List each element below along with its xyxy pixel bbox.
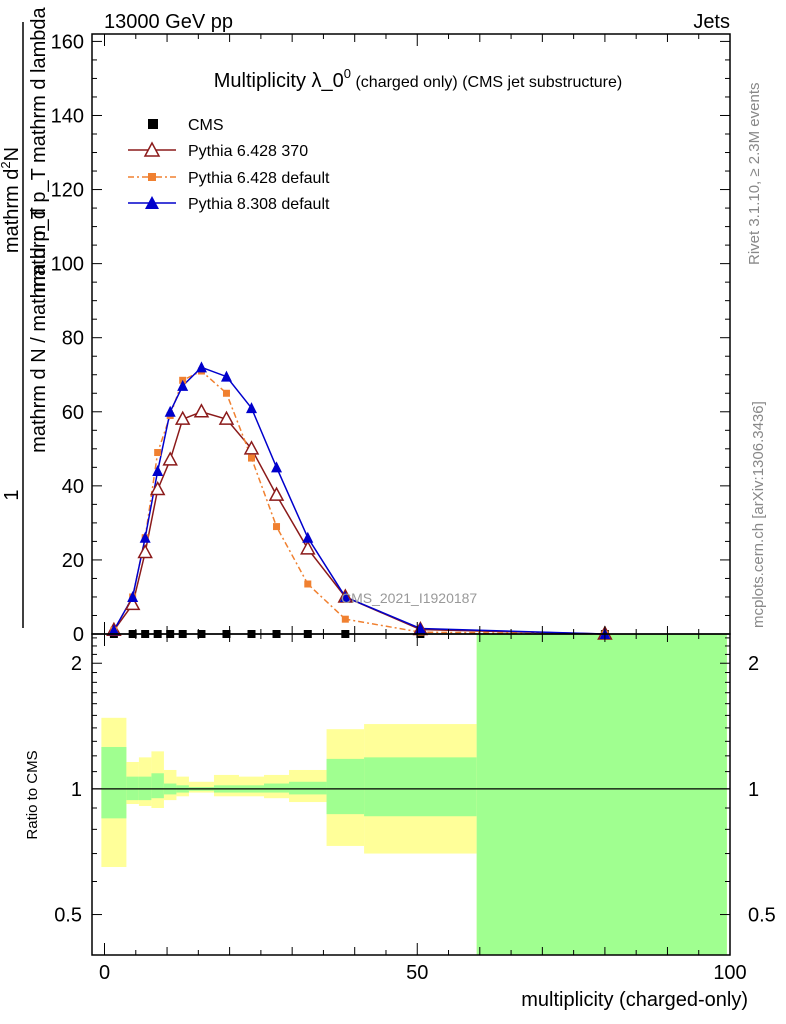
point-pythia-6-428-default-3 <box>154 449 162 457</box>
x-axis-label: multiplicity (charged-only) <box>521 989 748 1011</box>
mcplots-label: mcplots.cern.ch [arXiv:1306.3436] <box>750 401 767 628</box>
header-right: Jets <box>693 11 730 33</box>
analysis-watermark: CMS_2021_I1920187 <box>341 590 477 606</box>
ratio-y-label: Ratio to CMS <box>24 750 41 839</box>
point-pythia-8-308-default-6 <box>195 361 207 373</box>
ratio-band-inner-10 <box>289 781 327 795</box>
ratio-band-inner-11 <box>326 758 365 815</box>
point-pythia-6-428-default-7 <box>222 389 230 397</box>
rivet-version-label: Rivet 3.1.10, ≥ 2.3M events <box>746 83 763 266</box>
y-tick-label-1: 20 <box>62 550 84 572</box>
y-tick-label-4: 80 <box>62 328 84 350</box>
ratio-tick-label-left-1: 1 <box>71 779 82 801</box>
y-label-one: 1 <box>1 489 23 500</box>
ratio-tick-label-right-2: 2 <box>748 653 759 675</box>
point-pythia-8-308-default-1 <box>127 590 139 602</box>
ratio-frame <box>91 633 731 956</box>
ratio-bands <box>92 634 730 955</box>
ratio-tick-label-left-0: 0.5 <box>54 905 82 927</box>
axes-frame <box>91 33 731 956</box>
point-pythia-8-308-default-9 <box>271 461 283 473</box>
point-pythia-8-308-default-2 <box>139 531 151 543</box>
point-pythia-6-428-370-10 <box>300 540 316 555</box>
point-pythia-6-428-370-9 <box>268 486 285 501</box>
header-left: 13000 GeV pp <box>104 11 233 33</box>
point-pythia-8-308-default-3 <box>152 465 164 477</box>
point-pythia-6-428-370-8 <box>243 440 260 455</box>
legend-label-cms: CMS <box>188 117 224 134</box>
y-label-denominator: mathrm d p_T mathrm d lambda <box>28 6 50 292</box>
plot-title-suffix: (charged only) (CMS jet substructure) <box>351 74 622 91</box>
y-tick-label-8: 160 <box>51 31 84 53</box>
point-pythia-6-428-370-5 <box>174 410 191 425</box>
point-pythia-8-308-default-10 <box>302 531 314 543</box>
plot-title: Multiplicity λ_00 (charged only) (CMS je… <box>214 66 622 92</box>
legend-marker-pythia6-default <box>148 173 156 181</box>
point-pythia-8-308-default-11 <box>339 590 351 602</box>
y-label-numerator: mathrm d2N <box>0 147 23 253</box>
legend-label-pythia6-default: Pythia 6.428 default <box>188 170 330 187</box>
ratio-band-inner-12 <box>364 757 477 817</box>
y-tick-label-7: 140 <box>51 105 84 127</box>
ratio-band-inner-9 <box>264 783 290 793</box>
plot-title-main: Multiplicity λ_0 <box>214 70 344 92</box>
ratio-band-inner-0 <box>101 746 127 819</box>
y-label-dn-dpt: mathrm d N / mathrm d p_T <box>28 207 50 453</box>
ratio-tick-label-right-1: 1 <box>748 779 759 801</box>
legend: CMS Pythia 6.428 370 Pythia 6.428 defaul… <box>128 117 330 213</box>
point-pythia-6-428-370-2 <box>137 543 153 559</box>
legend-label-pythia8-default: Pythia 8.308 default <box>188 196 330 213</box>
y-tick-label-2: 40 <box>62 476 84 498</box>
point-pythia-6-428-default-9 <box>273 523 281 531</box>
point-pythia-8-308-default-8 <box>246 402 257 414</box>
y-tick-label-5: 100 <box>51 254 84 276</box>
ratio-tick-label-left-2: 2 <box>71 653 82 675</box>
ratio-tick-label-right-0: 0.5 <box>748 905 776 927</box>
legend-marker-pythia6-370 <box>143 141 161 157</box>
point-pythia-8-308-default-7 <box>220 370 232 382</box>
point-pythia-8-308-default-5 <box>177 379 189 391</box>
y-tick-label-0: 0 <box>73 624 84 646</box>
point-pythia-8-308-default-4 <box>164 405 176 417</box>
point-pythia-6-428-default-11 <box>341 615 349 623</box>
point-pythia-6-428-370-4 <box>162 451 178 466</box>
point-pythia-6-428-370-7 <box>218 410 235 425</box>
point-pythia-6-428-370-1 <box>124 595 141 611</box>
y-tick-label-6: 120 <box>51 180 84 202</box>
y-tick-label-3: 60 <box>62 402 84 424</box>
point-pythia-6-428-370-3 <box>149 480 166 496</box>
ratio-band-inner-3 <box>151 773 164 799</box>
x-tick-label-0: 0 <box>99 962 110 984</box>
point-pythia-6-428-370-6 <box>193 403 210 418</box>
series-line-pythia-8-308-default <box>113 366 605 635</box>
plot-title-superscript: 0 <box>344 66 351 81</box>
ratio-band-inner-13 <box>476 634 727 955</box>
x-tick-label-2: 100 <box>713 962 746 984</box>
x-tick-label-1: 50 <box>406 962 428 984</box>
legend-marker-cms <box>148 119 158 129</box>
main-y-label: 1 mathrm d N / mathrm d p_T mathrm d2N m… <box>0 6 50 628</box>
axis-ticks: 0 20 40 60 80 100 120 140 160 0 50 100 0.5 0.5 1 1 2 2 <box>51 31 776 984</box>
point-pythia-8-308-default-0 <box>108 624 120 636</box>
point-pythia-6-428-default-8 <box>248 454 255 462</box>
point-pythia-6-428-default-10 <box>304 580 312 588</box>
legend-marker-pythia8-default <box>145 196 159 209</box>
legend-label-pythia6-370: Pythia 6.428 370 <box>188 143 308 160</box>
